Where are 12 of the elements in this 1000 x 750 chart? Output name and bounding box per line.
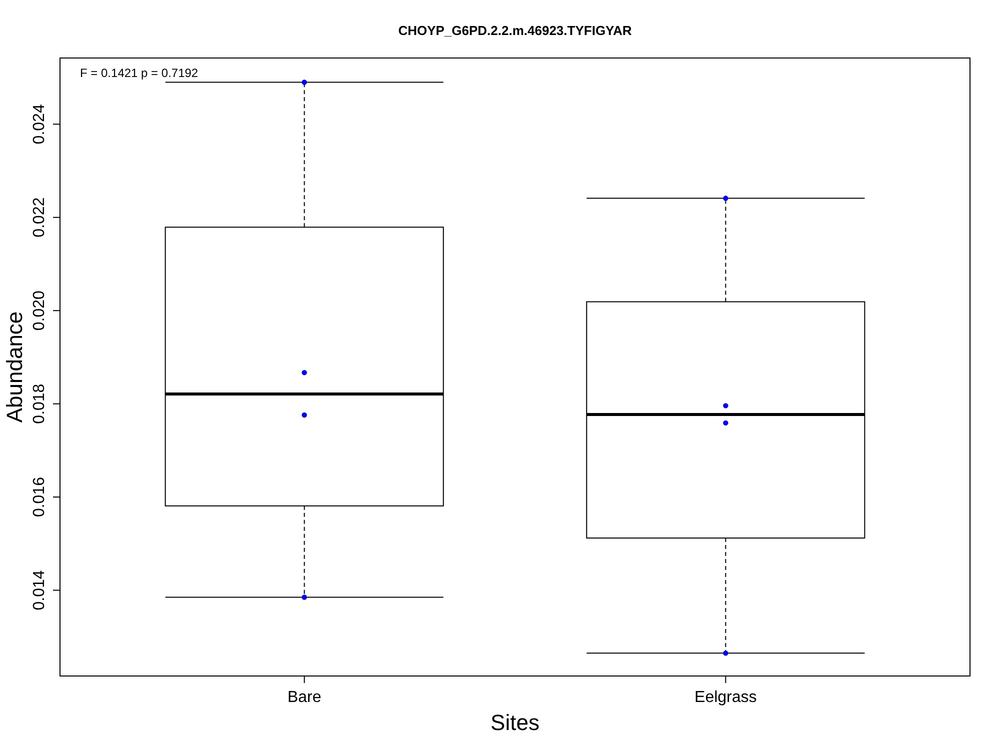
chart-title: CHOYP_G6PD.2.2.m.46923.TYFIGYAR [398, 23, 632, 38]
y-tick-label: 0.020 [31, 290, 48, 331]
y-tick-label: 0.018 [31, 384, 48, 424]
y-tick-label: 0.024 [31, 104, 48, 144]
annotation: F = 0.1421 p = 0.7192 [80, 66, 198, 80]
x-tick-label: Bare [287, 689, 322, 706]
y-tick-label: 0.014 [31, 570, 48, 610]
x-tick-label: Eelgrass [694, 689, 757, 706]
y-tick-label: 0.022 [31, 197, 48, 238]
y-axis-title: Abundance [2, 311, 27, 423]
y-tick-label: 0.016 [31, 476, 48, 518]
x-axis-title: Sites [490, 710, 540, 735]
